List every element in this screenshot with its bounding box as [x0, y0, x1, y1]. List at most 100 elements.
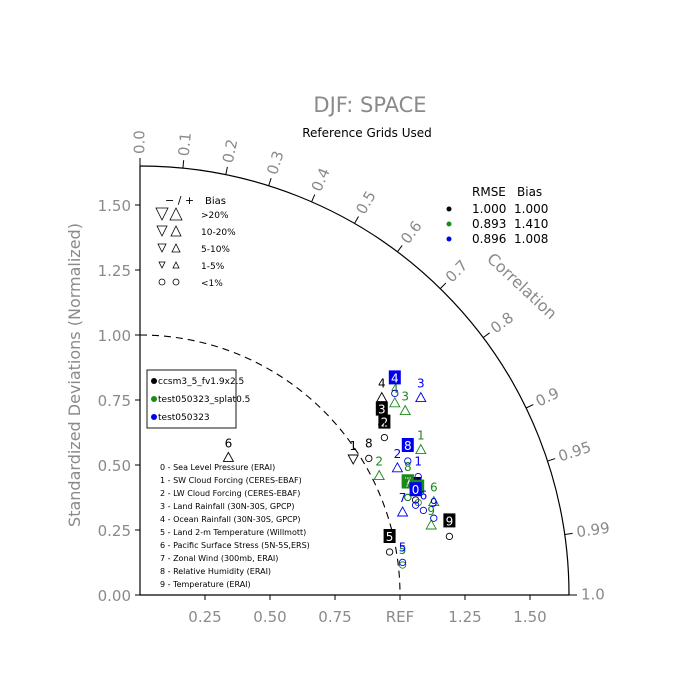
- point-s1-3-label: 3: [401, 390, 409, 404]
- variable-legend-item: 4 - Ocean Rainfall (30N-30S, GPCP): [160, 515, 301, 524]
- point-s0-8-marker: [365, 454, 373, 463]
- correlation-tick: [482, 332, 490, 339]
- bias-legend-label: 1-5%: [201, 262, 225, 272]
- variable-legend: 0 - Sea Level Pressure (ERAI) 1 - SW Clou…: [160, 463, 310, 589]
- point-s1-2-marker: [373, 469, 385, 481]
- stats-legend-rmse: 0.896: [472, 232, 506, 246]
- point-s2-5-marker: [398, 558, 407, 567]
- correlation-tick-label: 0.95: [556, 438, 593, 466]
- correlation-tick-label: 1.0: [581, 586, 605, 604]
- bias-legend-up-icon: [171, 243, 181, 253]
- bias-legend-label: <1%: [201, 279, 223, 289]
- point-s2-6-label: 6: [420, 488, 428, 502]
- stats-legend-rmse: 1.000: [472, 202, 506, 216]
- point-s0-2-box: [378, 414, 391, 429]
- point-s2-3-marker: [415, 391, 427, 403]
- point-s1-1-marker: [415, 443, 427, 455]
- variable-legend-item: 1 - SW Cloud Forcing (CERES-EBAF): [160, 476, 302, 485]
- bias-legend-down-icon: [157, 243, 167, 253]
- correlation-tick: [311, 194, 316, 203]
- y-axis-label: Standardized Deviations (Normalized): [65, 223, 84, 527]
- correlation-tick-label: 0.3: [263, 149, 287, 177]
- variable-legend-item: 9 - Temperature (ERAI): [160, 580, 251, 589]
- point-s2-0-label: 0: [412, 483, 420, 497]
- bias-legend-label: >20%: [201, 211, 229, 221]
- point-s2-4-marker: [391, 389, 399, 398]
- variable-legend-item: 0 - Sea Level Pressure (ERAI): [160, 463, 275, 472]
- stats-legend-dot: [446, 236, 452, 242]
- variable-legend-item: 6 - Pacific Surface Stress (5N-5S,ERS): [160, 541, 310, 550]
- variable-legend-item: 2 - LW Cloud Forcing (CERES-EBAF): [160, 489, 300, 498]
- point-s2-1-marker: [414, 472, 422, 481]
- point-s2-6-marker: [419, 506, 428, 515]
- stats-legend-rmse: 0.893: [472, 217, 506, 231]
- point-s2-3-label: 3: [417, 377, 425, 391]
- correlation-tick: [439, 282, 447, 289]
- bias-legend: − / + Bias >20% 10-20% 5-10% 1-5% <1%: [155, 194, 236, 289]
- point-s0-8-label: 8: [365, 436, 373, 450]
- point-s0-9-box: [443, 513, 456, 528]
- stats-legend-rmse-header: RMSE: [472, 185, 506, 199]
- point-s0-1-marker: [347, 454, 359, 465]
- point-s2-7-label: 7: [399, 491, 407, 505]
- y-tick-label: 0.50: [98, 457, 131, 475]
- stats-legend-bias: 1.410: [514, 217, 548, 231]
- point-s2-0-marker: [411, 501, 420, 509]
- y-tick-label: 0.00: [98, 587, 131, 605]
- bias-legend-down-icon: [158, 278, 166, 286]
- point-s2-8-box: [401, 438, 414, 452]
- bias-legend-symbols: − / +: [165, 194, 194, 207]
- chart-subtitle: Reference Grids Used: [302, 126, 432, 140]
- series-legend-dot: [151, 414, 157, 420]
- point-s2-4-label: 4: [391, 371, 399, 385]
- point-s0-6-marker: [222, 451, 235, 462]
- point-s0-4-label: 4: [378, 377, 386, 391]
- stats-legend-bias: 1.000: [514, 202, 548, 216]
- bias-legend-up-icon: [172, 278, 180, 286]
- stats-legend-dot: [446, 221, 452, 227]
- point-s2-5-label: 5: [399, 540, 407, 554]
- series-legend-box: [146, 369, 237, 429]
- point-s0-2-marker: [380, 433, 389, 442]
- correlation-tick-label: 0.2: [219, 138, 241, 165]
- variable-legend-item: 5 - Land 2-m Temperature (Willmott): [160, 528, 306, 537]
- correlation-tick: [525, 404, 534, 409]
- correlation-tick: [564, 532, 573, 535]
- x-tick-label: 0.50: [253, 608, 286, 626]
- correlation-tick-label: 0.5: [352, 188, 380, 218]
- point-s2-4-box: [388, 370, 401, 385]
- correlation-tick-label: 0.4: [308, 165, 334, 194]
- bias-legend-up-icon: [169, 207, 183, 221]
- point-s2-0-box: [409, 482, 422, 497]
- stats-legend-dot: [446, 206, 452, 212]
- correlation-tick-label: 0.8: [487, 308, 517, 337]
- diagram-frame: [139, 166, 569, 596]
- y-tick-label: 1.00: [98, 327, 131, 345]
- point-s2-9-label: 9: [430, 496, 438, 510]
- point-s0-3-label: 3: [378, 403, 386, 417]
- series-legend: ccsm3_5_fv1.9x2.5 test050323_splat0.5test…: [146, 369, 250, 429]
- point-s0-5-label: 5: [386, 530, 394, 544]
- point-s1-2-label: 2: [375, 455, 383, 469]
- point-s0-5-box: [383, 529, 396, 543]
- y-tick-label: 0.75: [98, 392, 131, 410]
- point-s0-1-label: 1: [349, 439, 357, 453]
- correlation-axis-label: Correlation: [483, 249, 560, 323]
- stats-legend-bias: 1.008: [514, 232, 548, 246]
- point-s1-8-label: 8: [404, 460, 412, 474]
- point-s1-4-label: 4: [391, 382, 399, 396]
- point-s2-9-marker: [430, 514, 438, 522]
- series-legend-name: ccsm3_5_fv1.9x2.5: [158, 377, 244, 387]
- point-s2-8-label: 8: [404, 439, 412, 453]
- point-s1-9-label: 9: [427, 504, 435, 518]
- point-s0-9-label: 9: [446, 514, 454, 528]
- bias-legend-down-icon: [155, 207, 169, 221]
- variable-legend-item: 7 - Zonal Wind (300mb, ERAI): [160, 554, 278, 563]
- point-s2-2-label: 2: [394, 447, 402, 461]
- x-tick-label: REF: [386, 608, 415, 626]
- point-s1-1-label: 1: [417, 429, 425, 443]
- correlation-tick-label: 0.1: [175, 132, 195, 158]
- series-legend-name: test050323_splat0.5: [158, 395, 250, 405]
